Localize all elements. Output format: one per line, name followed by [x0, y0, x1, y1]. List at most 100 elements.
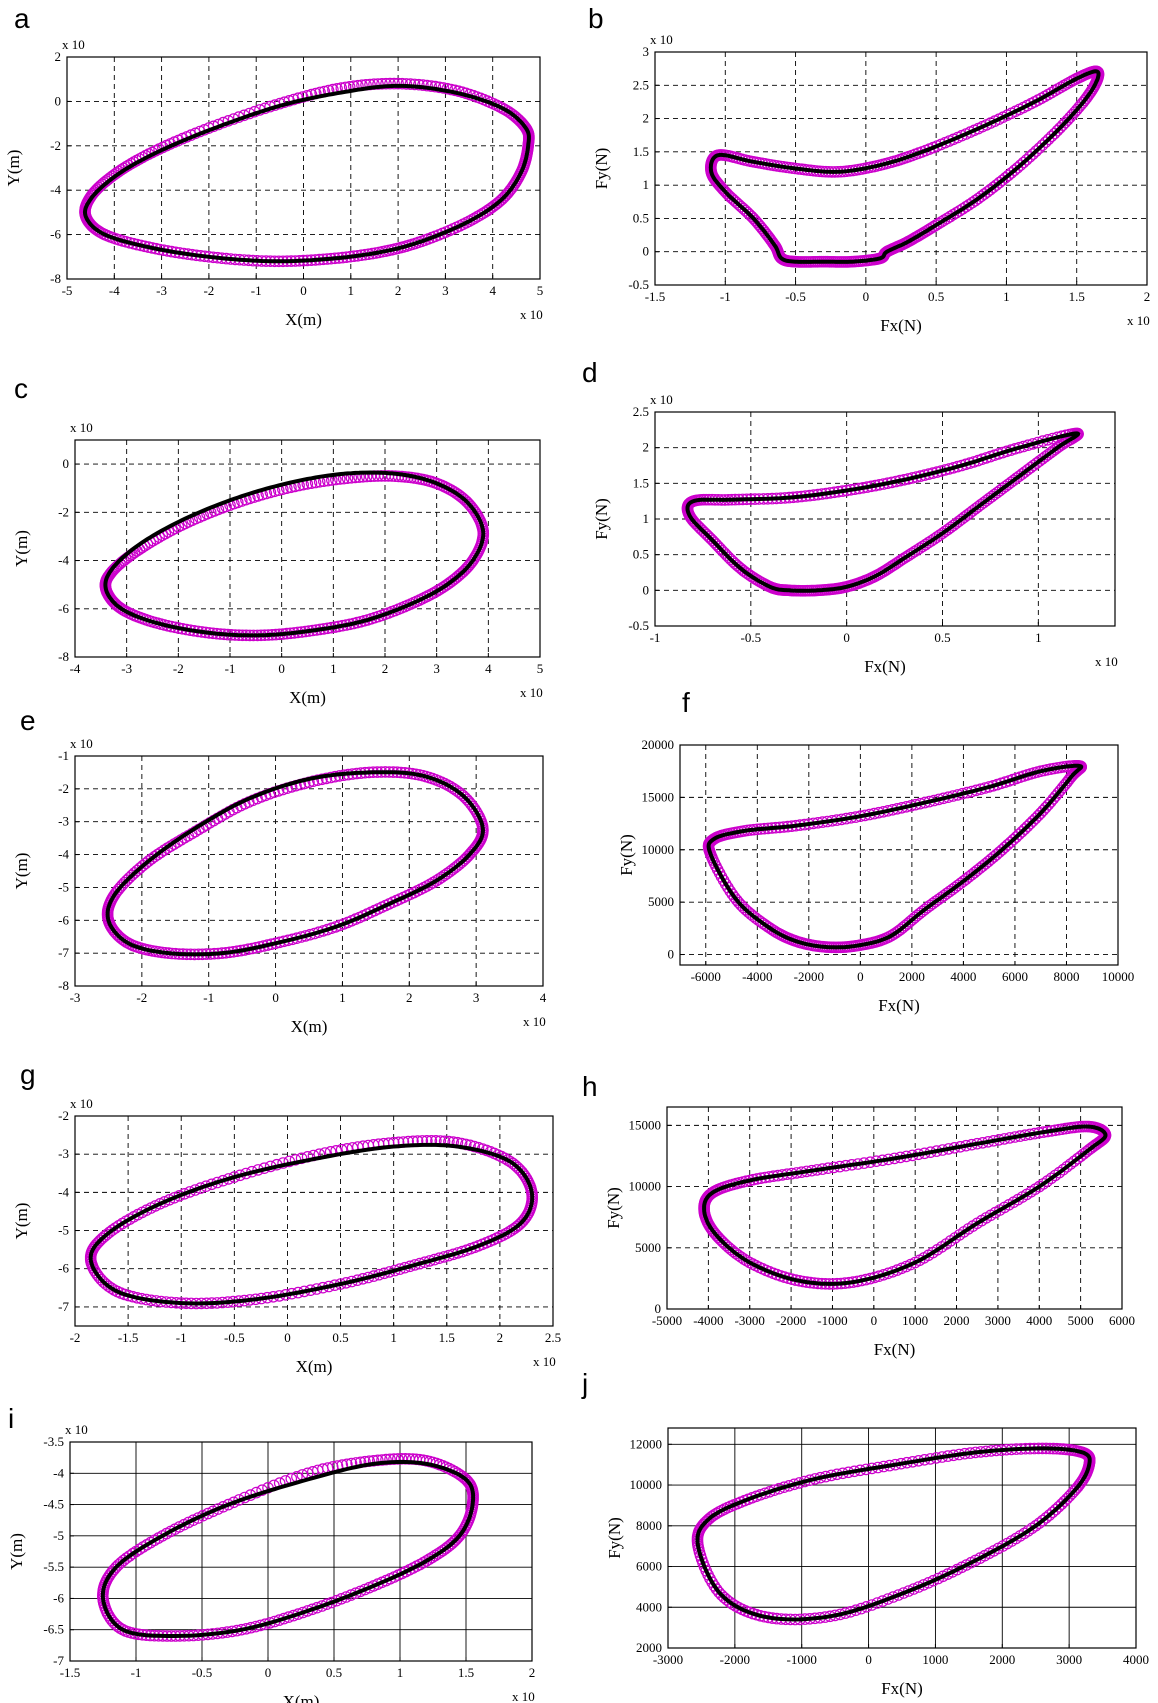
- x-tick-label: 0: [865, 1652, 872, 1667]
- x-tick-label: 2: [395, 283, 402, 298]
- data-layer: [99, 470, 490, 642]
- x-tick-label: -2: [136, 990, 147, 1005]
- x-tick-label: 4000: [1123, 1652, 1149, 1667]
- y-tick-label: -6: [58, 601, 69, 616]
- y-tick-label: 0: [55, 93, 62, 108]
- panel-letter: i: [8, 1403, 14, 1434]
- data-layer: [704, 65, 1105, 268]
- x-tick-label: -1: [176, 1330, 187, 1345]
- x-tick-label: 1000: [902, 1313, 928, 1328]
- y-tick-label: -5: [58, 1223, 69, 1238]
- x-tick-label: 0: [300, 283, 307, 298]
- y-axis-multiplier: x 10: [650, 32, 673, 47]
- data-marker: [1096, 1124, 1108, 1137]
- chart-panel-f: f -6000 -4000 -2000 0 2000 4000 6000 8000 10000 0 5…: [617, 687, 1134, 1015]
- x-tick-label: 2: [382, 661, 389, 676]
- data-marker: [456, 789, 469, 802]
- x-tick-label: 1: [348, 283, 355, 298]
- data-marker: [972, 192, 985, 205]
- data-marker: [139, 857, 152, 870]
- x-tick-label: 2: [406, 990, 413, 1005]
- data-marker: [716, 544, 729, 557]
- data-marker: [702, 530, 715, 543]
- data-marker: [142, 855, 155, 867]
- data-marker: [724, 553, 737, 566]
- data-marker: [714, 542, 727, 555]
- y-tick-label: -0.5: [628, 277, 649, 292]
- y-axis-label: Fy(N): [604, 1187, 623, 1229]
- data-marker: [460, 852, 472, 865]
- x-tick-label: -2000: [794, 969, 824, 984]
- data-marker: [928, 533, 940, 545]
- panel-letter: b: [588, 3, 604, 34]
- y-tick-label: 0: [643, 582, 650, 597]
- x-tick-label: -1: [203, 990, 214, 1005]
- data-marker: [1077, 1473, 1090, 1485]
- y-axis-label: Y(m): [12, 1203, 31, 1240]
- data-marker: [737, 202, 750, 215]
- chart-panel-g: g-2 -1.5 -1 -0.5 0 0.5 1 1.5 2 2.5-7-6-5-4-3-2x 1…: [12, 1059, 561, 1376]
- panel-letter: a: [14, 3, 30, 34]
- y-tick-label: 5000: [635, 1240, 661, 1255]
- y-axis-label: Fy(N): [605, 1517, 624, 1559]
- data-marker: [1027, 148, 1039, 160]
- y-tick-label: 1: [643, 511, 650, 526]
- y-axis-multiplier: x 10: [70, 420, 93, 435]
- chart-panel-b: b-1.5 -1 -0.5 0 0.5 1 1.5 2-0.500.511.522.53x 1…: [588, 3, 1150, 335]
- x-tick-label: -1: [131, 1665, 142, 1680]
- data-marker: [391, 1453, 404, 1465]
- y-tick-label: 10000: [642, 842, 675, 857]
- data-marker: [763, 232, 776, 245]
- x-tick-label: -3000: [653, 1652, 683, 1667]
- y-tick-label: 12000: [630, 1436, 663, 1451]
- data-marker: [960, 201, 972, 213]
- y-axis-label: Y(m): [12, 530, 31, 567]
- y-tick-label: -4: [58, 1184, 69, 1199]
- data-marker: [963, 199, 975, 211]
- x-tick-label: -3: [121, 661, 132, 676]
- y-tick-label: 0: [668, 947, 675, 962]
- y-tick-label: 6000: [636, 1559, 662, 1574]
- chart-panel-i: i -1.5 -1 -0.5 0 0.5 1 1.5 2 -7 -6.5 -6 -5.5 -5 -4.5 -4…: [7, 1403, 535, 1703]
- data-layer: [702, 759, 1087, 954]
- x-tick-label: 3: [442, 283, 449, 298]
- x-axis-label: Fx(N): [878, 996, 920, 1015]
- x-axis-multiplier: x 10: [512, 1689, 535, 1703]
- data-marker: [733, 561, 745, 573]
- y-tick-label: 10000: [630, 1477, 663, 1492]
- data-layer: [101, 766, 489, 961]
- data-marker: [384, 77, 396, 90]
- x-tick-label: 1: [390, 1330, 397, 1345]
- x-tick-label: 1: [339, 990, 346, 1005]
- y-tick-label: -4: [58, 553, 69, 568]
- x-tick-label: 5000: [1068, 1313, 1094, 1328]
- y-tick-label: -5: [58, 879, 69, 894]
- y-tick-label: 10000: [629, 1179, 662, 1194]
- y-tick-label: -6: [50, 227, 61, 242]
- x-tick-label: 4000: [1026, 1313, 1052, 1328]
- y-tick-label: -4: [58, 847, 69, 862]
- x-tick-label: -1.5: [60, 1665, 81, 1680]
- y-axis-multiplier: x 10: [70, 736, 93, 751]
- x-axis-label: Fx(N): [880, 316, 922, 335]
- data-marker: [145, 853, 158, 865]
- x-tick-label: 1: [1003, 289, 1010, 304]
- data-marker: [733, 198, 745, 211]
- plot-frame: [666, 1106, 1123, 1310]
- x-tick-label: -1: [650, 630, 661, 645]
- y-tick-label: -5.5: [43, 1559, 64, 1574]
- panel-letter: d: [582, 357, 598, 388]
- x-tick-label: 4000: [950, 969, 976, 984]
- y-tick-label: 3: [643, 44, 650, 59]
- data-marker: [975, 190, 988, 203]
- y-axis-multiplier: x 10: [62, 37, 85, 52]
- x-tick-label: -5000: [652, 1313, 682, 1328]
- x-tick-label: 2: [1144, 289, 1151, 304]
- y-axis-multiplier: x 10: [65, 1422, 88, 1437]
- chart-panel-d: d-1 -0.5 0 0.5 1-0.500.511.522.5x 10x 10Fx(N…: [582, 357, 1118, 676]
- y-tick-label: -8: [58, 649, 69, 664]
- data-marker: [435, 871, 448, 884]
- chart-panel-j: j -3000 -2000 -1000 0 1000 2000 3000 4000 2000 400…: [581, 1368, 1149, 1698]
- data-marker: [743, 1256, 756, 1269]
- x-tick-label: 2000: [899, 969, 925, 984]
